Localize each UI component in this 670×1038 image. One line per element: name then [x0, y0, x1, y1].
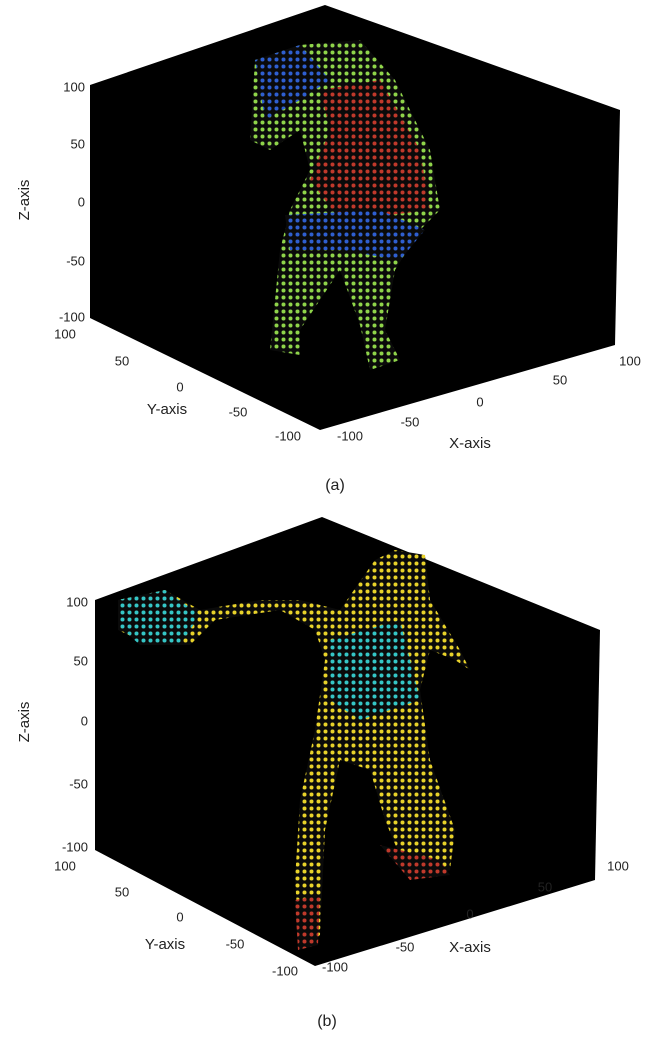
y-tick-label: 0 — [176, 379, 183, 394]
y-axis-label: Y-axis — [145, 936, 185, 953]
z-tick-label: 0 — [81, 713, 88, 728]
z-tick-label: 100 — [66, 594, 88, 609]
x-tick-label: -100 — [337, 428, 363, 443]
y-tick-label: 100 — [54, 858, 76, 873]
z-tick-label: -50 — [66, 253, 85, 268]
y-tick-label: -100 — [275, 428, 301, 443]
x-tick-label: 100 — [607, 858, 629, 873]
x-axis-label: X-axis — [449, 435, 491, 452]
z-axis-label: Z-axis — [16, 702, 33, 743]
x-tick-label: 50 — [538, 879, 552, 894]
x-tick-label: -50 — [401, 414, 420, 429]
caption: (b) — [317, 1013, 337, 1030]
x-tick-label: 100 — [619, 353, 641, 368]
x-tick-label: 50 — [553, 372, 567, 387]
z-tick-label: 50 — [71, 136, 85, 151]
x-axis-label: X-axis — [449, 939, 491, 956]
z-tick-label: -50 — [69, 776, 88, 791]
z-tick-label: 100 — [63, 79, 85, 94]
z-tick-label: -100 — [59, 309, 85, 324]
y-axis-label: Y-axis — [147, 401, 187, 418]
z-tick-label: 0 — [78, 194, 85, 209]
figure: 100 50 0 -50 -100 100 50 0 -50 -100 -100 -50 0 50 100 Z… — [0, 0, 670, 1038]
x-tick-label: 0 — [466, 906, 473, 921]
y-tick-label: 50 — [115, 884, 129, 899]
y-tick-label: -100 — [272, 963, 298, 978]
caption: (a) — [325, 477, 345, 494]
y-tick-label: 100 — [54, 326, 76, 341]
y-tick-label: 0 — [176, 909, 183, 924]
z-tick-label: -100 — [62, 839, 88, 854]
y-tick-label: -50 — [226, 936, 245, 951]
y-tick-label: -50 — [229, 404, 248, 419]
y-tick-label: 50 — [115, 353, 129, 368]
z-axis-label: Z-axis — [16, 180, 33, 221]
x-tick-label: -50 — [396, 939, 415, 954]
z-tick-label: 50 — [74, 653, 88, 668]
x-tick-label: 0 — [476, 394, 483, 409]
x-tick-label: -100 — [322, 959, 348, 974]
